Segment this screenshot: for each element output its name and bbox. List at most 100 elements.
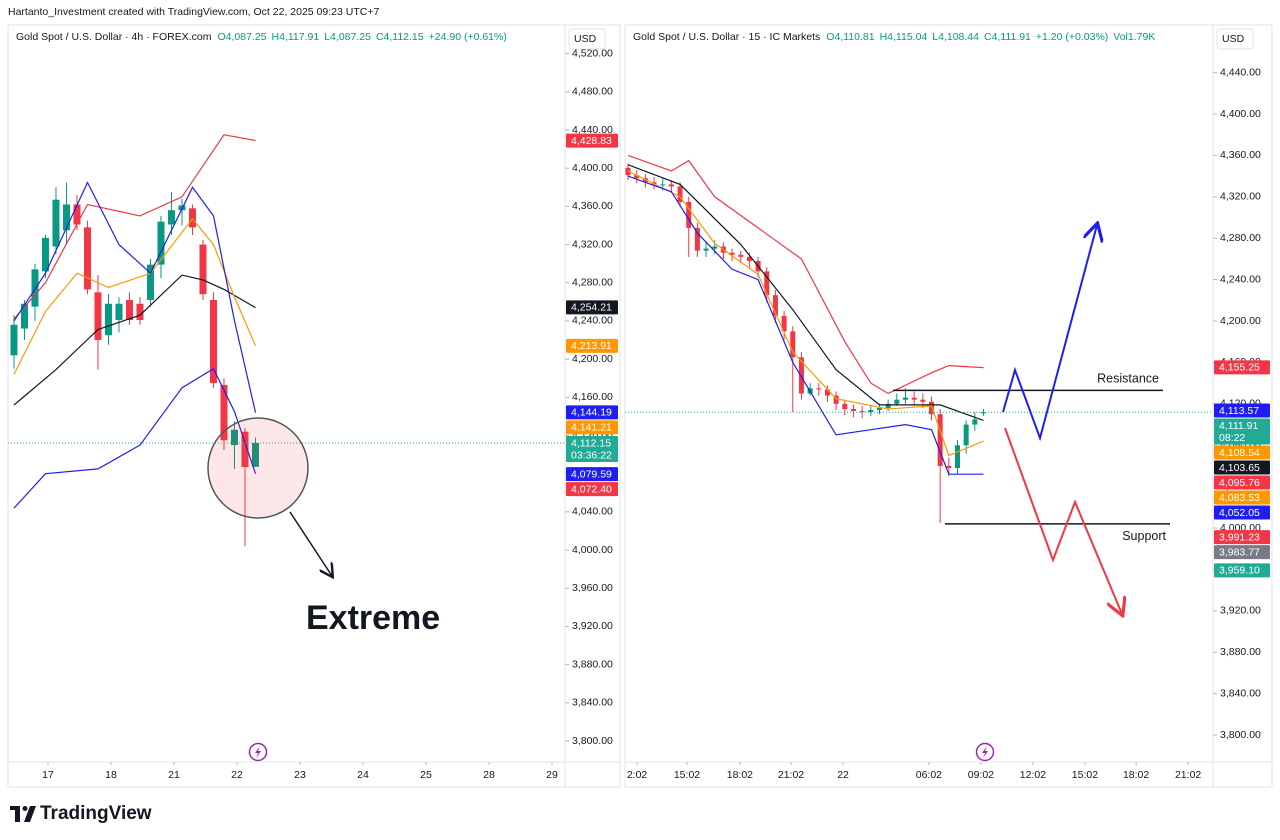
y-tick-label: 4,440.00	[1220, 66, 1261, 78]
candle-body	[199, 244, 207, 295]
price-tag	[566, 133, 618, 148]
price-tag	[566, 338, 618, 353]
price-tag-label: 4,108.54	[1219, 447, 1260, 459]
currency-box	[568, 28, 606, 50]
indicator-line	[627, 154, 984, 395]
level-label: Resistance	[1097, 372, 1159, 386]
price-tag	[1214, 360, 1270, 375]
candle-body	[220, 384, 228, 441]
chart-title: Gold Spot / U.S. Dollar · 4h · FOREX.com	[16, 31, 212, 43]
arrow	[289, 511, 332, 576]
price-tag-countdown: 03:36:22	[571, 449, 612, 461]
candle-body	[83, 227, 91, 290]
candle-body	[798, 357, 804, 394]
bullish-arrow	[1002, 225, 1097, 442]
candle-body	[251, 442, 259, 467]
price-tag-label: 3,959.10	[1219, 565, 1260, 577]
y-tick-label: 3,840.00	[572, 697, 613, 709]
y-tick-label: 3,920.00	[1220, 605, 1261, 617]
price-tag-label: 4,095.76	[1219, 477, 1260, 489]
x-tick-label: 22	[837, 769, 849, 781]
candle-body	[94, 292, 102, 341]
level-label: Support	[1122, 529, 1166, 543]
x-tick-label: 15:02	[1072, 769, 1098, 781]
candle-body	[816, 388, 822, 390]
candle-body	[62, 204, 70, 231]
candle-body	[136, 303, 144, 320]
y-tick-label: 4,480.00	[572, 86, 613, 98]
candle-body	[10, 324, 18, 356]
x-tick-label: 17	[42, 769, 54, 781]
candle-body	[954, 445, 960, 469]
price-tag-label: 4,113.57	[1219, 405, 1259, 417]
candle-body	[167, 210, 175, 225]
candle-body	[746, 256, 752, 262]
price-tag	[1214, 475, 1270, 490]
candle-body	[73, 204, 81, 225]
price-tag-label: 4,103.65	[1219, 462, 1260, 474]
candle-body	[241, 431, 249, 468]
x-tick-label: 09:02	[968, 769, 994, 781]
price-tag	[566, 405, 618, 420]
candle-body	[850, 409, 856, 412]
price-tag-label: 4,141.21	[571, 422, 612, 434]
ohlc-stat: Vol1.79K	[1113, 31, 1155, 43]
lightning-icon[interactable]	[975, 742, 995, 762]
candle-body	[729, 252, 735, 255]
y-tick-label: 3,880.00	[572, 658, 613, 670]
bearish-arrow	[1004, 427, 1122, 614]
plot-area	[8, 134, 565, 547]
highlight-circle	[207, 417, 309, 519]
y-tick-label: 4,520.00	[572, 47, 613, 59]
ohlc-stat: C4,111.91	[984, 31, 1031, 43]
x-tick-label: 12:02	[1020, 769, 1046, 781]
ohlc-stat: +24.90 (+0.61%)	[429, 31, 507, 43]
price-tag-label: 4,428.83	[571, 135, 612, 147]
candle-body	[963, 424, 969, 446]
x-tick-label: 24	[357, 769, 369, 781]
price-tag-label: 4,072.40	[571, 483, 612, 495]
logo-text: TradingView	[40, 803, 152, 824]
y-tick-label: 4,400.00	[572, 162, 613, 174]
candle-body	[209, 299, 217, 383]
x-tick-label: 22	[231, 769, 243, 781]
y-tick-label: 4,360.00	[1220, 149, 1261, 161]
candle-body	[146, 264, 154, 300]
y-tick-label: 4,000.00	[572, 544, 613, 556]
y-tick-label: 4,200.00	[1220, 315, 1261, 327]
candle-body	[868, 410, 874, 413]
plot-area	[625, 154, 1213, 523]
logo	[10, 806, 36, 822]
candle-body	[668, 184, 674, 187]
lightning-icon[interactable]	[248, 742, 268, 762]
y-tick-label: 3,920.00	[572, 620, 613, 632]
price-tag-label: 4,254.21	[571, 302, 612, 314]
candle-body	[712, 246, 718, 249]
y-tick-label: 3,960.00	[572, 582, 613, 594]
indicator-line	[627, 175, 984, 475]
ohlc-stat: O4,087.25	[217, 31, 266, 43]
indicator-line	[13, 367, 257, 509]
x-tick-label: 18:02	[1123, 769, 1149, 781]
ohlc-stat: O4,110.81	[826, 31, 874, 43]
candle-body	[911, 397, 917, 400]
candle-body	[157, 221, 165, 265]
y-tick-label: 4,280.00	[1220, 232, 1261, 244]
candle-body	[824, 389, 830, 396]
y-tick-label: 4,320.00	[572, 238, 613, 250]
candle-body	[20, 303, 28, 329]
candle-body	[781, 315, 787, 332]
candle-body	[790, 331, 796, 358]
candle-body	[842, 403, 848, 410]
x-tick-label: 06:02	[916, 769, 942, 781]
currency-box	[1216, 28, 1254, 50]
candle-body	[694, 227, 700, 251]
price-tag	[566, 300, 618, 315]
x-tick-label: 2:02	[627, 769, 648, 781]
ohlc-stat: H4,115.04	[880, 31, 928, 43]
candle-body	[31, 269, 39, 307]
y-tick-label: 4,360.00	[572, 200, 613, 212]
candle-body	[52, 199, 60, 247]
x-tick-label: 18:02	[727, 769, 753, 781]
